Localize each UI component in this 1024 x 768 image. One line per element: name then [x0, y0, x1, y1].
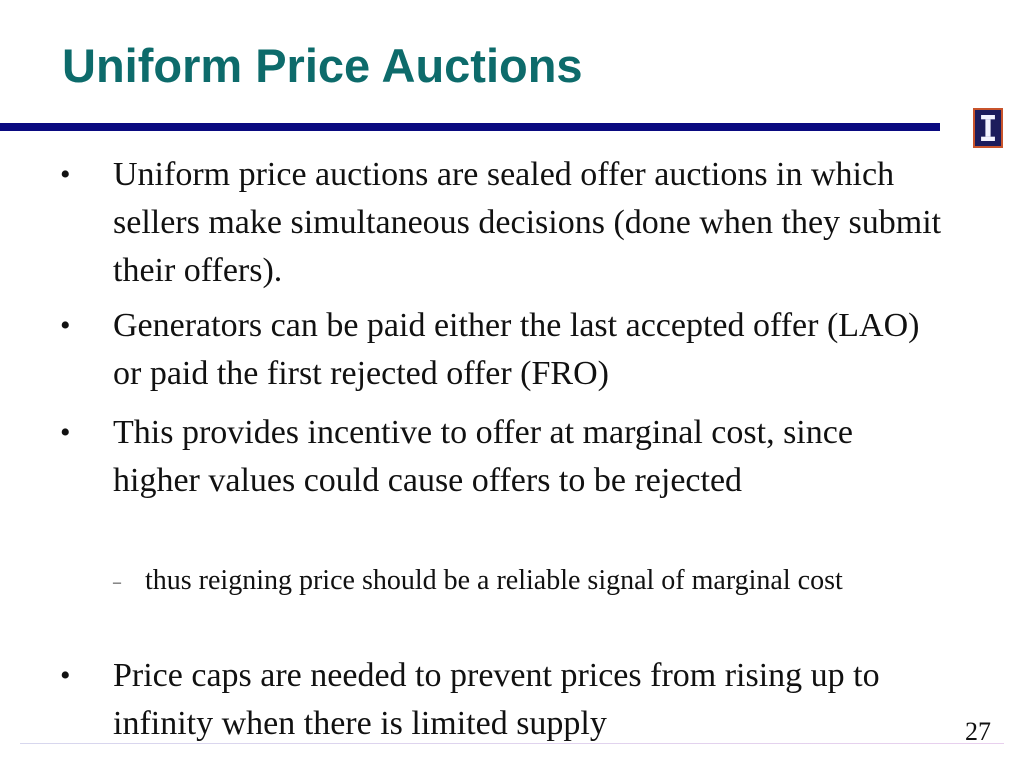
slide-title: Uniform Price Auctions: [62, 39, 583, 92]
block-i-logo-icon: [973, 108, 1003, 148]
page-number: 27: [965, 717, 991, 746]
sub-bullet-item: – thus reigning price should be a reliab…: [113, 561, 945, 601]
sub-bullet-marker: –: [113, 574, 121, 591]
bullet-text: Generators can be paid either the last a…: [113, 307, 920, 392]
bullet-item-1: • Uniform price auctions are sealed offe…: [60, 151, 943, 295]
bullet-marker: •: [60, 309, 71, 342]
sub-bullet-text: thus reigning price should be a reliable…: [145, 565, 843, 596]
bullet-text: Uniform price auctions are sealed offer …: [113, 156, 942, 289]
bullet-item-3: • This provides incentive to offer at ma…: [60, 409, 943, 505]
bullet-text: Price caps are needed to prevent prices …: [113, 657, 880, 742]
bullet-text: This provides incentive to offer at marg…: [113, 414, 853, 499]
bullet-marker: •: [60, 416, 71, 449]
bullet-marker: •: [60, 158, 71, 191]
bullet-item-4: • Price caps are needed to prevent price…: [60, 652, 943, 748]
title-divider: [0, 123, 940, 131]
bullet-marker: •: [60, 659, 71, 692]
bullet-item-2: • Generators can be paid either the last…: [60, 302, 943, 398]
footer-divider: [20, 743, 1004, 744]
